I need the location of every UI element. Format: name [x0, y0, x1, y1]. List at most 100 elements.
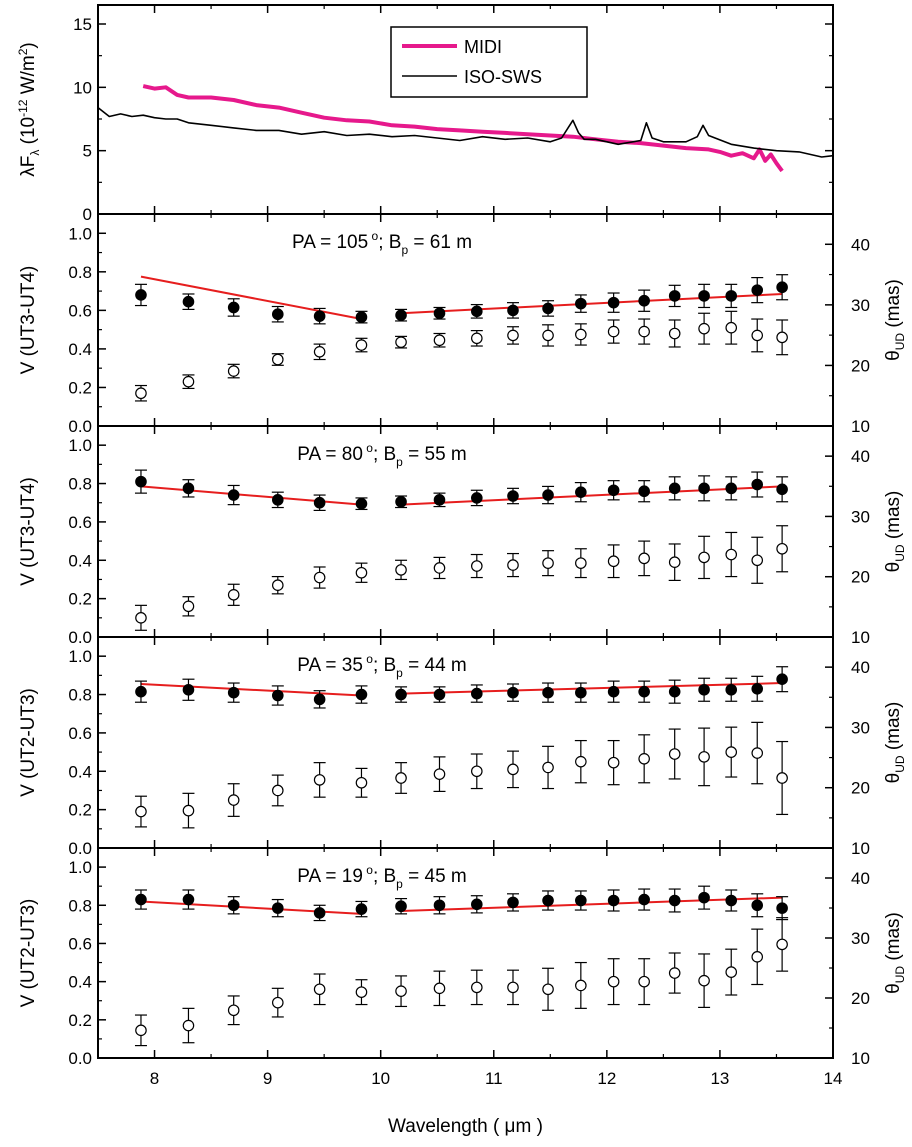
data-point-diameter: [507, 329, 519, 342]
data-point-diameter: [607, 975, 620, 988]
data-point-visibility: [638, 893, 650, 906]
panel-label-deg: o: [363, 863, 373, 877]
y-tick-label: 0: [83, 205, 92, 224]
panel-label-sub: p: [396, 877, 403, 891]
plot-frame: [97, 847, 834, 1059]
y-tick-label: 1.0: [68, 647, 92, 666]
data-point-visibility: [668, 290, 681, 302]
data-point-diameter: [182, 375, 195, 388]
y2-title-unit: (mas): [883, 279, 904, 333]
panel-2: 0.0 0.2 0.4 0.6 0.8 1.0 10 20 30 40 θUD (mas) V (UT…: [18, 213, 907, 436]
y-title-sub: λ: [28, 150, 42, 156]
y-tick-label: 0.2: [68, 801, 92, 820]
y2-tick-label: 40: [851, 235, 870, 254]
series-line-iso-sws: [97, 106, 834, 158]
data-point-visibility: [227, 301, 240, 314]
data-point-diameter: [507, 559, 519, 571]
model-line: [400, 292, 783, 315]
data-point-diameter: [395, 985, 407, 997]
panel-label-deg: o: [363, 441, 373, 455]
panel-label: PA = 19 o; Bp = 45 m: [297, 863, 467, 891]
y-tick-label: 0.8: [68, 896, 92, 915]
data-point-visibility: [433, 494, 446, 506]
data-point-visibility: [698, 683, 710, 696]
y2-tick-label: 40: [851, 658, 870, 677]
data-point-diameter: [725, 321, 738, 334]
data-point-visibility: [751, 682, 764, 695]
data-point-diameter: [271, 579, 284, 592]
model-line: [140, 900, 362, 915]
data-point-diameter: [751, 951, 764, 963]
y-title-exp: -12: [16, 99, 30, 117]
data-point-diameter: [313, 983, 326, 996]
data-point-visibility: [313, 496, 326, 509]
data-point-visibility: [607, 484, 620, 497]
y2-title-main: θ: [883, 983, 904, 994]
data-point-visibility: [313, 907, 326, 919]
data-point-visibility: [135, 475, 147, 488]
data-point-visibility: [355, 311, 368, 323]
data-point-visibility: [313, 310, 326, 322]
data-point-diameter: [668, 556, 681, 568]
data-point-diameter: [182, 804, 195, 817]
data-point-visibility: [751, 899, 764, 912]
data-point-visibility: [607, 296, 620, 309]
data-point-visibility: [542, 894, 554, 907]
model-line: [140, 275, 362, 321]
y2-title-main: θ: [883, 562, 904, 573]
data-point-visibility: [507, 686, 519, 699]
data-point-visibility: [507, 304, 519, 317]
data-point-visibility: [638, 685, 650, 698]
data-point-diameter: [776, 542, 788, 555]
y2-tick-label: 20: [851, 989, 870, 1008]
y-axis-title: V (UT3-UT4): [18, 266, 39, 375]
data-point-diameter: [542, 983, 554, 996]
data-point-diameter: [698, 751, 710, 763]
data-point-visibility: [575, 686, 587, 699]
data-point-diameter: [433, 768, 446, 780]
y2-tick-label: 40: [851, 869, 870, 888]
data-point-visibility: [313, 693, 326, 706]
y-tick-label: 1.0: [68, 436, 92, 455]
y-tick-label: 0.2: [68, 1011, 92, 1030]
y-title-unit: (10: [18, 117, 39, 150]
data-point-visibility: [725, 683, 738, 696]
data-point-diameter: [182, 1019, 195, 1032]
data-point-diameter: [395, 564, 407, 576]
data-point-diameter: [395, 336, 407, 348]
data-point-visibility: [395, 309, 407, 321]
model-line: [400, 485, 783, 506]
y2-title-sub: UD: [893, 966, 907, 984]
data-point-visibility: [776, 281, 788, 294]
y2-tick-label: 20: [851, 568, 870, 587]
data-point-diameter: [668, 327, 681, 340]
y2-tick-label: 10: [851, 1049, 870, 1068]
data-point-diameter: [698, 322, 710, 335]
data-point-visibility: [395, 900, 407, 913]
panel-label-pa: PA = 19: [297, 866, 363, 887]
y-tick-label: 0.0: [68, 1049, 92, 1068]
data-point-diameter: [355, 776, 368, 789]
y-axis-title: V (UT2-UT3): [18, 899, 39, 1008]
data-point-diameter: [227, 365, 240, 377]
panel-label-rest: = 61 m: [408, 232, 472, 253]
y-tick-label: 0.4: [68, 973, 92, 992]
data-point-visibility: [776, 483, 788, 496]
data-point-diameter: [433, 334, 446, 347]
data-point-visibility: [638, 485, 650, 498]
data-point-diameter: [776, 772, 788, 784]
data-point-diameter: [776, 331, 788, 344]
y-tick-label: 10: [73, 78, 92, 97]
y-tick-label: 0.2: [68, 590, 92, 609]
data-point-visibility: [182, 683, 195, 696]
panel-label-pa: PA = 35: [297, 655, 363, 676]
data-point-diameter: [725, 966, 738, 978]
data-point-diameter: [271, 784, 284, 797]
data-point-diameter: [355, 339, 368, 351]
data-point-diameter: [227, 588, 240, 601]
data-point-diameter: [607, 325, 620, 338]
y2-tick-label: 30: [851, 296, 870, 315]
y2-title-sub: UD: [893, 544, 907, 562]
y2-axis-title: θUD (mas): [883, 491, 907, 573]
